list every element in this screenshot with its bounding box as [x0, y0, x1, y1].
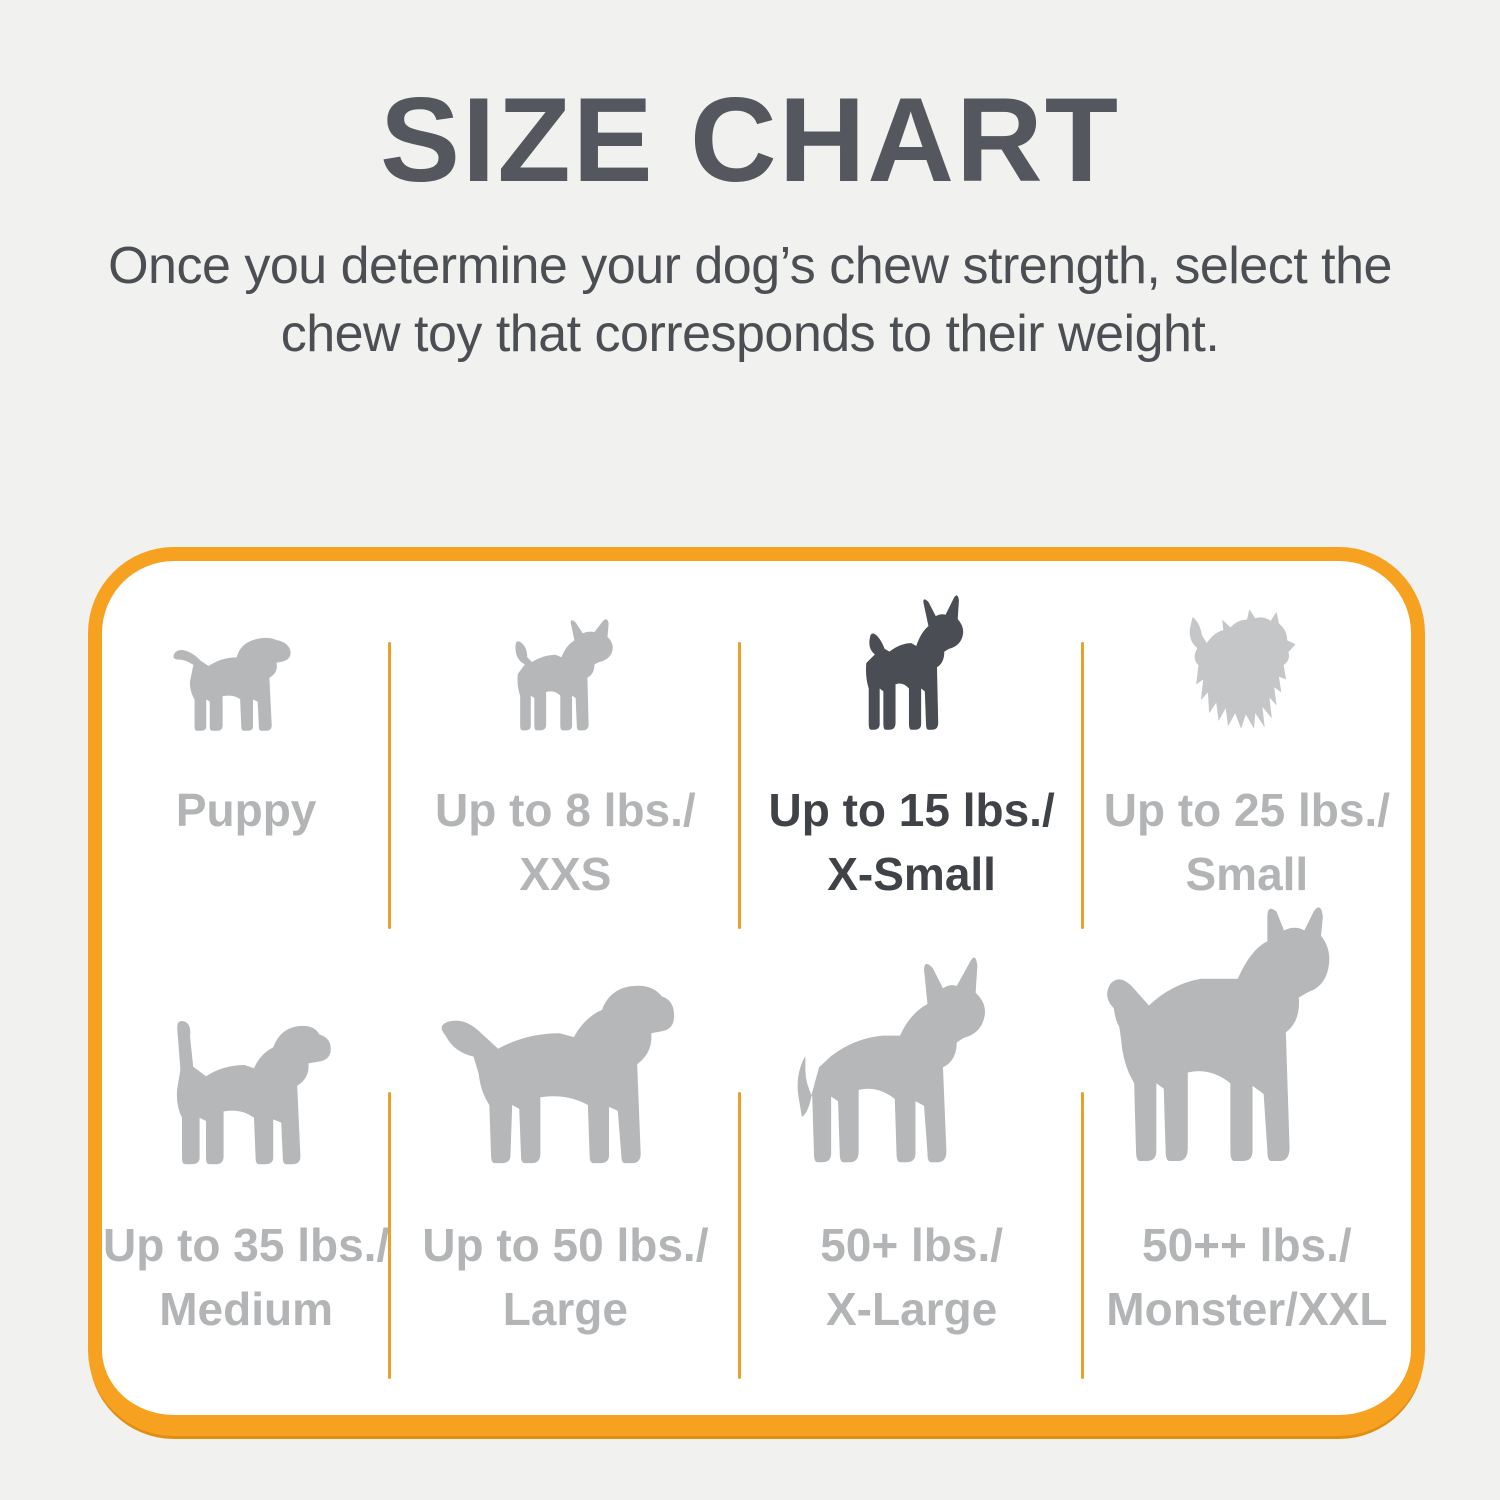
size-row-bottom: Up to 35 lbs./ Medium Up to 50 lbs./ Large… [102, 907, 1411, 1410]
beagle-icon [176, 1021, 331, 1165]
column-divider [738, 642, 742, 929]
page-title: SIZE CHART [380, 73, 1120, 207]
size-label: Puppy [176, 778, 317, 842]
size-label-line: Large [502, 1283, 628, 1335]
toy-dog-icon [865, 595, 963, 730]
size-label-line: Up to 35 lbs./ [102, 1219, 390, 1271]
size-cell-up-to-15-lbs-x-small: Up to 15 lbs./ X-Small [740, 561, 1084, 933]
column-divider [738, 1092, 742, 1379]
size-row-top: Puppy Up to 8 lbs./ XXS Up to 15 lbs./ X-S… [102, 561, 1411, 933]
size-label-line: XXS [519, 848, 612, 900]
size-label: 50++ lbs./ Monster/XXL [1106, 1213, 1387, 1341]
size-cell-up-to-25-lbs-small: Up to 25 lbs./ Small [1083, 561, 1411, 933]
chihuahua-icon [515, 619, 614, 731]
page-subtitle-line-2: chew toy that corresponds to their weigh… [280, 305, 1220, 363]
size-label: Up to 25 lbs./ Small [1104, 778, 1390, 906]
size-cell-50-lbs-x-large: 50+ lbs./ X-Large [740, 933, 1084, 1410]
size-label-line: 50++ lbs./ [1142, 1219, 1352, 1271]
page-subtitle-line-1: Once you determine your dog’s chew stren… [108, 237, 1392, 295]
size-label-line: Up to 25 lbs./ [1103, 784, 1390, 836]
size-label: 50+ lbs./ X-Large [820, 1213, 1003, 1341]
labrador-icon [441, 985, 675, 1164]
size-label-line: X-Large [825, 1283, 998, 1335]
puppy-icon [173, 637, 291, 731]
shepherd-icon [797, 957, 985, 1163]
column-divider [1080, 642, 1084, 929]
page-subtitle: Once you determine your dog’s chew stren… [0, 232, 1500, 368]
size-cell-puppy: Puppy [102, 561, 392, 933]
size-chart-card: Puppy Up to 8 lbs./ XXS Up to 15 lbs./ X-S… [88, 547, 1425, 1436]
size-label-line: X-Small [827, 848, 996, 900]
size-label: Up to 8 lbs./ XXS [435, 778, 696, 906]
size-label-line: Up to 15 lbs./ [768, 784, 1055, 836]
column-divider [388, 642, 392, 929]
size-label: Up to 15 lbs./ X-Small [768, 778, 1054, 906]
size-label-line: Small [1185, 848, 1309, 900]
size-cell-up-to-8-lbs-xxs: Up to 8 lbs./ XXS [390, 561, 742, 933]
size-label-line: 50+ lbs./ [820, 1219, 1004, 1271]
column-divider [388, 1092, 392, 1379]
mastiff-icon [1106, 907, 1330, 1161]
size-chart-card-inner: Puppy Up to 8 lbs./ XXS Up to 15 lbs./ X-S… [102, 561, 1411, 1415]
size-label-line: Up to 50 lbs./ [422, 1219, 709, 1271]
size-label: Up to 35 lbs./ Medium [103, 1213, 389, 1341]
terrier-icon [1189, 609, 1296, 729]
size-label-line: Puppy [175, 784, 317, 836]
size-label-line: Medium [159, 1283, 333, 1335]
size-cell-50-lbs-monster-xxl: 50++ lbs./ Monster/XXL [1083, 907, 1411, 1410]
size-label: Up to 50 lbs./ Large [422, 1213, 708, 1341]
column-divider [1080, 1092, 1084, 1379]
size-cell-up-to-50-lbs-large: Up to 50 lbs./ Large [390, 933, 742, 1410]
size-label-line: Monster/XXL [1106, 1283, 1388, 1335]
size-cell-up-to-35-lbs-medium: Up to 35 lbs./ Medium [102, 933, 392, 1410]
size-label-line: Up to 8 lbs./ [435, 784, 696, 836]
